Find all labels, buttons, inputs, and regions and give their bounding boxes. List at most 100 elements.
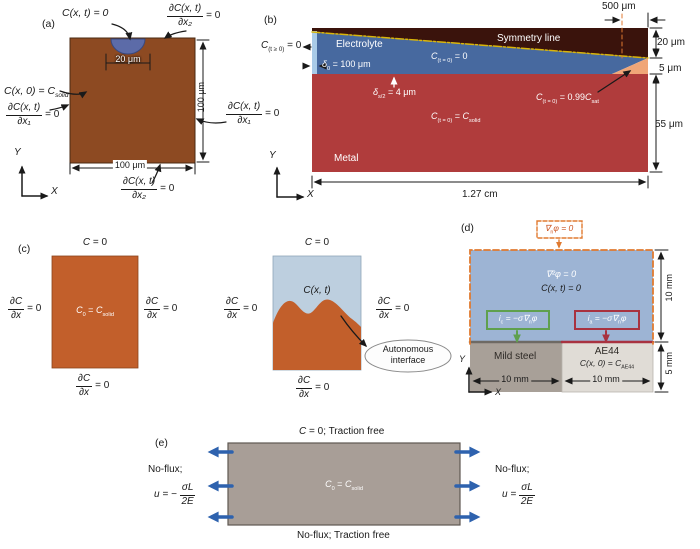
b-pit-initial-condition: C(t = 0) = 0.99Csat [536,92,599,105]
metal-region [312,74,648,172]
c-left-bc-right: ∂C ∂x = 0 [224,296,258,321]
anodic-current-box [574,310,640,330]
b-dim-55um: 55 μm [655,119,683,130]
e-right-noflux-label: No-flux; [495,464,530,475]
fraction: ∂C(x, t) ∂x₁ [6,102,43,127]
d-ae44-label: AE44 [594,346,620,357]
arrow-left-bc [49,104,70,111]
flux-bc-box [536,220,583,239]
a-bottom-bc: ∂C(x, t) ∂x₂ = 0 [121,176,175,201]
b-dim-5um: 5 μm [659,63,682,74]
c-bottom-bc-right: ∂C ∂x = 0 [296,375,330,400]
fraction: σL 2E [519,482,535,507]
a-notch-width-dim: 20 μm [115,54,141,64]
c-top-bc-right: C = 0 [304,237,330,248]
pit-notch [110,38,146,55]
d-laplace-label: ∇²φ = 0 [545,269,577,279]
b-boundary-layer-label: δ0 = 100 μm [322,59,371,72]
c-bottom-bc-left: ∂C ∂x = 0 [76,373,110,398]
b-electrolyte-initial-condition: C(t = 0) = 0 [431,51,468,64]
d-cathodic-current-label: ic = −σ∇nφ [498,313,538,326]
fraction: ∂C ∂x [8,296,25,321]
d-flux-bc-label: ∇nφ = 0 [544,223,574,236]
fraction: ∂C(x, t) ∂x₂ [167,3,204,28]
panel-e-tag: (e) [155,437,168,449]
metal-domain-left [51,255,139,369]
panel-c-tag: (c) [18,243,31,255]
b-dim-20um: 20 μm [657,37,685,48]
b-metal-initial-condition: C(t = 0) = Csolid [431,111,481,124]
panel-a-tag: (a) [42,18,55,30]
arrow-topright-bc [163,30,187,39]
fraction: ∂C ∂x [76,373,93,398]
c-left-bc-left: ∂C ∂x = 0 [8,296,42,321]
c-right-bc-right: ∂C ∂x = 0 [376,296,410,321]
d-mild-steel-label: Mild steel [494,351,537,362]
a-left-bc: ∂C(x, t) ∂x₁ = 0 [6,102,60,127]
b-dim-500um: 500 μm [602,1,636,12]
cathodic-current-box [486,310,550,330]
panel-a-graphics [18,23,227,200]
b-x-axis-label: X [307,189,314,200]
arrow-top-bc [111,23,133,41]
fraction: ∂C ∂x [376,296,393,321]
d-ae44-initial-condition: C(x, 0) = CAE44 [579,358,635,371]
panel-c-graphics [51,255,452,373]
panel-b-graphics [273,12,666,201]
b-dim-width: 1.27 cm [462,189,498,200]
interface-wedge [612,58,648,74]
arrow-pit-condition [597,70,632,93]
metal-domain-square [69,37,196,164]
b-interface-thickness-label: δs/2 = 4 μm [373,87,416,100]
fraction: ∂C ∂x [296,375,313,400]
d-dim-width-steel: 10 mm [499,374,531,385]
a-height-dim: 100 μm [196,82,206,113]
panel-e-graphics [207,442,481,526]
c-right-bc-left: ∂C ∂x = 0 [144,296,178,321]
arrow-initial-condition [59,90,88,99]
panel-b-tag: (b) [264,14,277,26]
a-x-axis-label: X [51,186,58,197]
d-anodic-current-label: ia = −σ∇nφ [587,313,627,326]
arrow-bottom-bc [151,163,162,184]
e-right-displacement-label: u = σL 2E [502,482,535,507]
symmetry-line [311,31,649,59]
c-concentration-label: C(x, t) [303,285,331,296]
callout-ellipse [364,339,452,373]
fraction: ∂C ∂x [144,296,161,321]
fraction: ∂C ∂x [224,296,241,321]
a-y-axis-label: Y [14,147,21,158]
d-dim-width-ae44: 10 mm [590,374,622,385]
d-concentration-bc: C(x, t) = 0 [541,283,581,293]
panel-d-graphics [465,220,669,396]
electrolyte-region-d [470,250,653,342]
specimen-rect [227,442,461,526]
insulated-boundary-dashed [469,249,654,345]
e-top-bc: C = 0; Traction free [299,426,385,437]
d-dim-height-electrolyte: 10 mm [664,274,674,302]
d-y-axis-label: Y [459,354,466,364]
b-metal-label: Metal [334,153,359,164]
a-right-bc: ∂C(x, t) ∂x₁ = 0 [226,101,280,126]
c-initial-condition: C0 = Csolid [76,305,114,318]
c-top-bc-left: C = 0 [82,237,108,248]
corroding-metal-wavy [273,299,361,370]
a-width-dim: 100 μm [112,160,148,171]
d-x-axis-label: X [495,387,502,397]
electrolyte-region [312,32,648,74]
panel-d-tag: (d) [461,222,474,234]
fraction: ∂C(x, t) ∂x₂ [121,176,158,201]
b-y-axis-label: Y [269,150,276,161]
fraction: σL 2E [179,482,196,507]
a-top-bc: C(x, t) = 0 [62,7,109,19]
d-dim-height-metal: 5 mm [664,352,674,375]
b-electrolyte-label: Electrolyte [336,39,383,50]
fraction: ∂C(x, t) ∂x₁ [226,101,263,126]
e-bottom-bc: No-flux; Traction free [297,530,390,541]
arrow-right-bc [195,118,227,125]
e-initial-condition: C0 = Csolid [325,479,363,492]
c-callout-line2: interface [390,355,426,365]
symmetry-region [312,28,648,58]
